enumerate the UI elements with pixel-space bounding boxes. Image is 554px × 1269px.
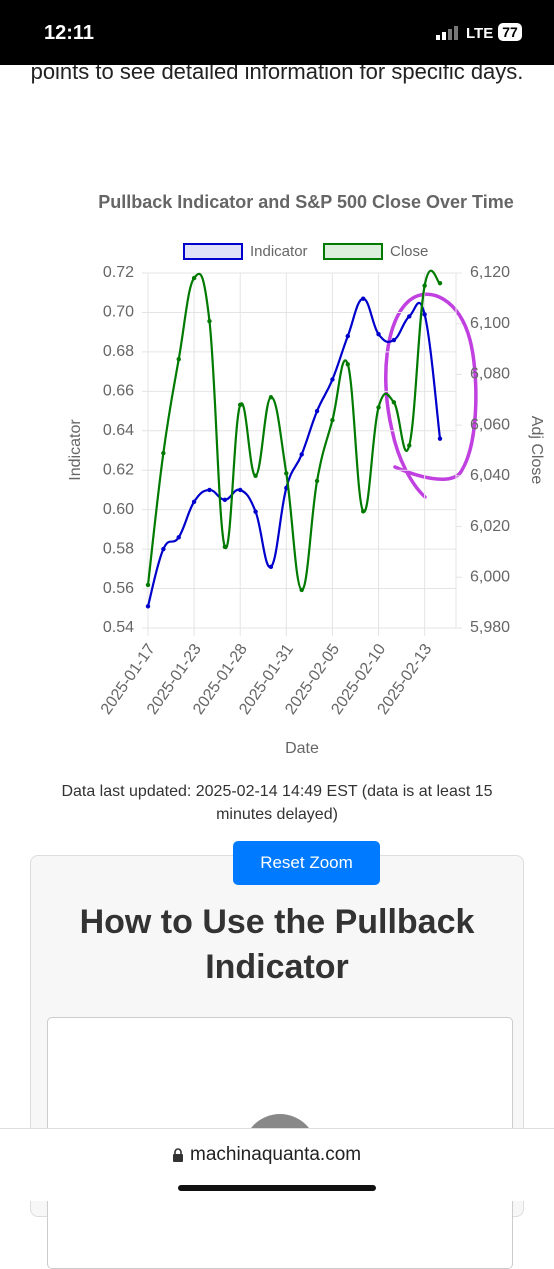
time: 12:11 [44,22,95,44]
signal [436,26,458,40]
network: LTE [466,25,494,42]
data-point [253,473,258,479]
data-point [238,402,243,408]
data-point [314,478,320,484]
data-point [314,408,320,414]
annotation-circle [384,292,478,499]
data-point [176,535,181,540]
data-point [161,450,166,456]
data-point [437,436,443,441]
data-point [345,333,350,339]
y-tick-label: 0.58 [103,540,134,557]
y2-axis-label: Adj Close [528,416,545,485]
x-axis-label: Date [285,740,319,757]
data-point [345,362,350,367]
data-point [330,417,335,423]
y-axis-label: Indicator [67,419,84,481]
lock-icon [173,1148,183,1162]
data-point [176,357,181,362]
data-point [407,443,412,448]
data-point [299,452,304,457]
url[interactable]: machinaquanta.com [190,1144,362,1165]
data-point [191,275,197,281]
updated-text: Data last updated: 2025-02-14 14:49 EST … [61,783,493,823]
chart: Pullback Indicator and S&P 500 Close Ove… [67,192,545,757]
data-point [376,405,381,410]
data-point [222,497,228,503]
legend-swatch [323,243,383,260]
y2-tick-label: 6,040 [470,467,510,484]
data-point [207,318,212,324]
data-point [422,312,427,317]
y-tick-label: 0.66 [103,383,134,400]
data-point [284,471,289,476]
data-point [222,544,228,550]
home-indicator [178,1185,376,1191]
y2-tick-label: 6,060 [470,416,510,433]
data-point [238,487,243,493]
y2-tick-label: 6,080 [470,366,510,383]
data-point [330,377,335,382]
y2-tick-label: 6,000 [470,569,510,586]
data-point [299,587,304,593]
y2-tick-label: 6,120 [470,264,510,281]
y-tick-label: 0.64 [103,422,134,439]
card-heading: How to Use the Pullback Indicator [79,903,475,986]
data-point [145,604,151,609]
y-tick-label: 0.60 [103,501,134,518]
y-tick-label: 0.62 [103,461,134,478]
legend-label: Indicator [250,243,308,260]
data-point [191,499,197,504]
status-bar: 12:11 LTE 77 [0,0,554,65]
data-point [360,296,366,301]
data-point [391,400,397,405]
series-line [146,269,442,592]
data-point [145,582,151,588]
y-tick-label: 0.70 [103,304,134,321]
y-tick-label: 0.72 [103,264,134,281]
y2-tick-label: 6,020 [470,518,510,535]
y2-tick-label: 6,100 [470,315,510,332]
y-tick-label: 0.68 [103,343,134,360]
series-line [146,297,442,607]
data-point [376,331,381,337]
legend-label: Close [390,243,428,260]
y-tick-label: 0.56 [103,580,134,597]
battery: 77 [498,23,522,41]
data-point [407,314,412,319]
data-point [391,337,397,343]
data-point [422,283,427,288]
data-point [253,509,258,514]
chart-title: Pullback Indicator and S&P 500 Close Ove… [98,192,514,212]
data-point [207,487,212,493]
data-point [268,564,274,570]
data-point [161,546,166,552]
reset-zoom-button[interactable]: Reset Zoom [233,841,380,885]
data-point [437,280,443,286]
y2-tick-label: 5,980 [470,619,510,636]
legend-swatch [183,243,243,260]
data-point [268,395,274,400]
y-tick-label: 0.54 [103,619,134,636]
data-point [360,509,366,514]
url-bar: machinaquanta.com [0,1128,554,1201]
